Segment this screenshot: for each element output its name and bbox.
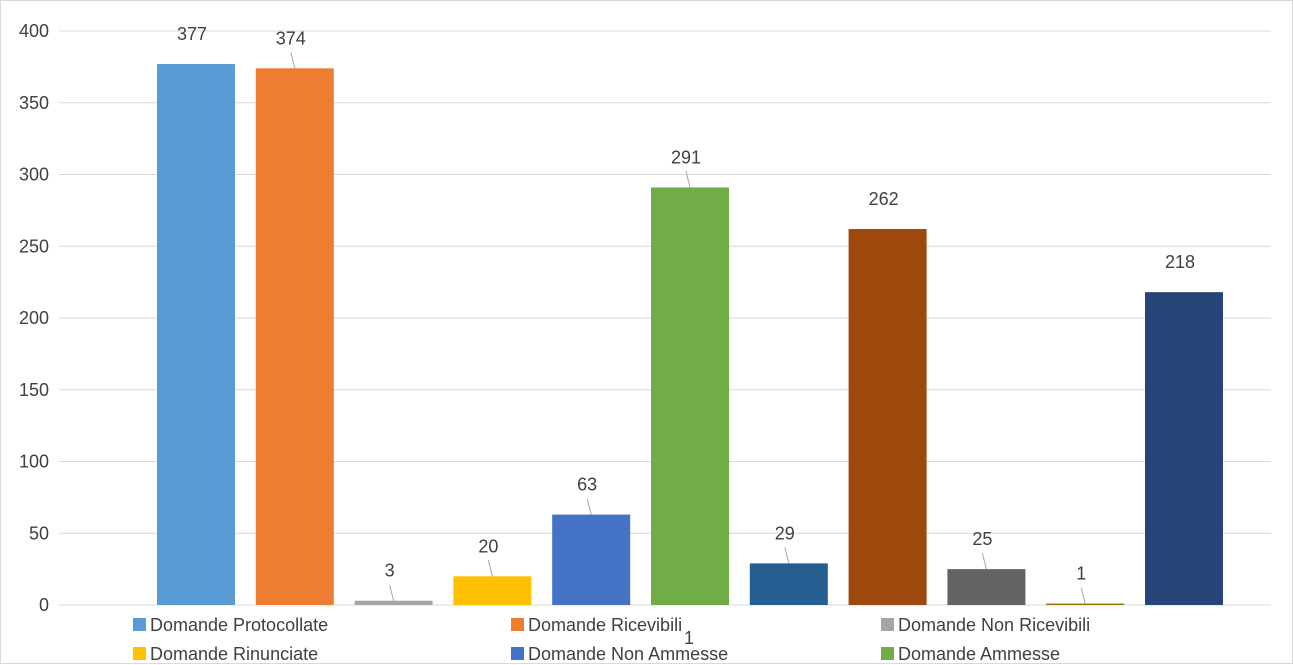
legend-swatch <box>511 647 524 660</box>
y-axis: 0 50 100 150 200 250 300 350 400 <box>19 21 49 615</box>
y-tick-label: 50 <box>29 523 49 543</box>
data-label: 262 <box>869 189 899 209</box>
legend-swatch <box>133 647 146 660</box>
bar <box>651 187 729 606</box>
y-tick-label: 350 <box>19 93 49 113</box>
bar <box>354 600 433 605</box>
data-labels: 377 374 3 20 63 291 29 262 25 1 218 <box>177 24 1195 604</box>
bar <box>749 563 828 605</box>
legend-swatch <box>881 647 894 660</box>
bar <box>552 514 631 605</box>
legend-label: Domande Rinunciate <box>150 644 318 664</box>
data-label: 3 <box>385 561 395 581</box>
legend-label: Domande Protocollate <box>150 615 328 635</box>
bars <box>157 64 1223 606</box>
bar <box>947 569 1026 605</box>
legend: Domande Protocollate Domande Ricevibili Do… <box>133 615 1090 664</box>
data-label: 25 <box>972 529 992 549</box>
leader-line <box>1080 587 1086 604</box>
bar <box>157 64 235 605</box>
leader-line <box>290 52 296 69</box>
leader-line <box>981 553 987 570</box>
y-tick-label: 250 <box>19 236 49 256</box>
leader-line <box>586 498 592 515</box>
legend-label: Domande Non Ricevibili <box>898 615 1090 635</box>
y-tick-label: 100 <box>19 452 49 472</box>
y-tick-label: 150 <box>19 380 49 400</box>
bar <box>848 229 927 605</box>
data-label: 218 <box>1165 252 1195 272</box>
leader-line <box>389 584 395 601</box>
legend-swatch <box>881 618 894 631</box>
leader-line <box>487 560 493 577</box>
bar <box>1145 292 1223 605</box>
data-label: 20 <box>478 536 498 556</box>
legend-label: Domande Non Ammesse <box>528 644 728 664</box>
bar <box>1046 603 1125 605</box>
data-label: 374 <box>276 28 306 48</box>
data-label: 377 <box>177 24 207 44</box>
data-label: 1 <box>1076 564 1086 584</box>
y-tick-label: 300 <box>19 165 49 185</box>
y-tick-label: 0 <box>39 595 49 615</box>
leader-line <box>784 547 790 564</box>
data-label: 29 <box>775 523 795 543</box>
data-label: 291 <box>671 147 701 167</box>
data-label: 63 <box>577 475 597 495</box>
category-label: 1 <box>684 628 694 648</box>
legend-swatch <box>511 618 524 631</box>
y-tick-label: 400 <box>19 21 49 41</box>
bar <box>255 68 334 605</box>
legend-swatch <box>133 618 146 631</box>
y-tick-label: 200 <box>19 308 49 328</box>
legend-label: Domande Ammesse <box>898 644 1060 664</box>
legend-label: Domande Ricevibili <box>528 615 682 635</box>
leader-line <box>685 171 691 188</box>
bar <box>453 576 532 605</box>
